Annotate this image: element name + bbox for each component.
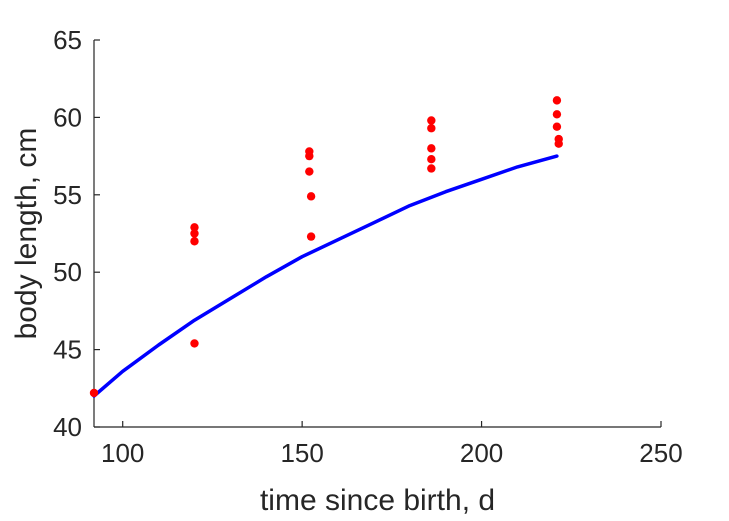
x-axis-label: time since birth, d	[260, 484, 495, 517]
data-point	[427, 154, 436, 164]
y-tick-label: 65	[53, 25, 82, 55]
x-tick-label: 100	[101, 438, 144, 468]
data-point	[89, 388, 99, 398]
fit-curve	[92, 154, 559, 398]
data-point	[552, 110, 562, 119]
y-tick-label: 60	[53, 102, 82, 132]
x-tick-label: 150	[280, 438, 323, 468]
data-point	[190, 229, 199, 238]
data-point	[190, 237, 199, 246]
data-point	[306, 192, 316, 201]
data-point	[190, 339, 199, 348]
data-point	[427, 124, 436, 133]
x-tick-label: 200	[460, 438, 503, 468]
data-point	[554, 139, 563, 148]
y-tick-label: 40	[53, 412, 82, 442]
data-point	[427, 144, 436, 153]
data-point	[306, 232, 316, 241]
axes: 100 150 200 250 40 45 50 55 60 65	[53, 25, 683, 468]
data-points-layer	[89, 96, 563, 398]
data-point	[190, 223, 199, 232]
y-tick-label: 45	[53, 335, 82, 365]
fit-curve-layer	[92, 154, 559, 398]
data-point	[305, 151, 314, 161]
data-point	[552, 122, 562, 131]
y-axis-label: body length, cm	[10, 128, 43, 340]
data-point	[305, 167, 314, 176]
data-point	[552, 96, 562, 105]
x-tick-label: 250	[639, 438, 682, 468]
y-tick-label: 50	[53, 257, 82, 287]
labels: time since birth, d body length, cm	[10, 128, 495, 517]
data-point	[427, 164, 436, 173]
data-point	[427, 116, 436, 125]
y-tick-label: 55	[53, 180, 82, 210]
